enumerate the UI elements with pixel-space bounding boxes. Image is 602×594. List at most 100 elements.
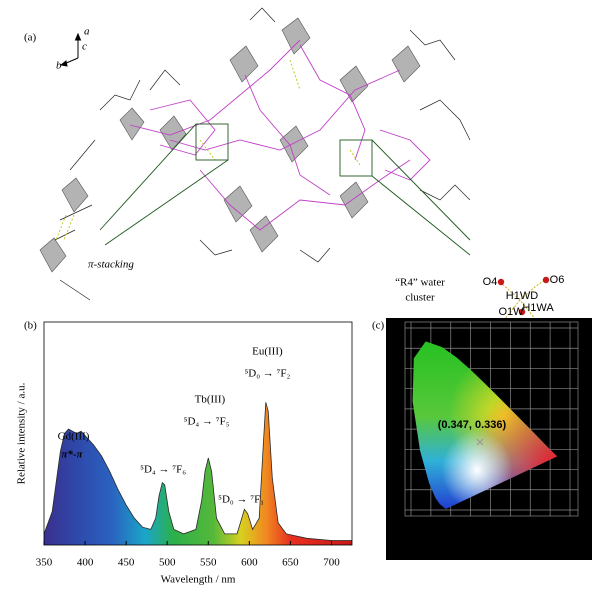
zoom-box <box>339 139 373 177</box>
x-tick-label: 650 <box>282 557 299 569</box>
ligand <box>169 69 401 151</box>
y-tick-label: 0.2 <box>386 463 401 475</box>
panel-label: (a) <box>24 32 37 44</box>
ligand <box>419 184 471 201</box>
x-tick-label: 450 <box>118 557 135 569</box>
oxygen-atom <box>497 278 505 286</box>
pi-contact <box>349 149 361 166</box>
x-tick-label: 0.5 <box>503 521 518 533</box>
polyhedron <box>249 215 279 253</box>
annotation: ⁵D₀ → ⁷F₂ <box>244 368 290 380</box>
atom-label: O1W <box>498 306 524 318</box>
x-tick-label: 500 <box>159 557 176 569</box>
cie-chart: (c) 0.0 0.1 0.2 0.3 0.4 0.5 0.6 0.7 0.8 0.0 0.1 0.2 0… <box>372 320 578 533</box>
polyhedron <box>279 125 309 163</box>
pi-contact <box>199 139 216 161</box>
x-axis-label: Wavelength / nm <box>161 574 236 586</box>
value-label: (0.347, 0.336) <box>438 419 507 431</box>
x-tick-label: 0.6 <box>523 521 538 533</box>
x-tick-label: 0.0 <box>403 521 418 533</box>
polyhedron <box>61 177 89 213</box>
atom-label: O6 <box>550 274 565 286</box>
annotation: Gd(III) <box>58 431 90 443</box>
x-tick-label: 0.4 <box>483 521 498 533</box>
spectrum-chart: (b) 350 400 450 500 550 600 650 700 Wavelength / … <box>16 320 353 586</box>
axis-letter: a <box>84 26 90 38</box>
oxygen-atom <box>518 308 526 316</box>
annotation: ⁵D₄ → ⁷F₅ <box>184 416 230 428</box>
polyhedron <box>391 45 421 83</box>
crystal-structure <box>39 7 471 301</box>
inset-caption: cluster <box>405 292 435 304</box>
annotation: π*-π <box>61 449 83 461</box>
atom-label: H1WA <box>522 302 554 314</box>
pi-contact <box>63 214 75 241</box>
y-tick-label: 0.6 <box>386 383 401 395</box>
y-tick-label: 0.5 <box>386 403 401 415</box>
y-tick-label: 0.8 <box>386 342 401 354</box>
zoom-line <box>99 123 197 231</box>
x-tick-label: 0.3 <box>463 521 478 533</box>
x-tick-label: 0.2 <box>443 521 458 533</box>
pi-contact <box>289 59 301 91</box>
arrow-head <box>74 32 82 41</box>
ligand <box>249 7 276 23</box>
axis-letter: c <box>82 41 87 53</box>
y-tick-label: 0.9 <box>386 322 401 334</box>
polyhedron <box>39 237 67 273</box>
zoom-line <box>104 159 229 246</box>
ligand <box>59 204 93 221</box>
annotation: ⁵D₀ → ⁷F₁ <box>218 494 264 506</box>
grid-frame <box>404 321 579 517</box>
ligand <box>244 74 331 196</box>
x-tick-label: 350 <box>36 557 53 569</box>
spectrum-area <box>44 402 352 545</box>
ligand <box>199 239 233 256</box>
ligand <box>59 279 91 301</box>
ligand <box>299 247 331 263</box>
atom-label: O4 <box>483 276 498 288</box>
polyhedron <box>229 45 259 83</box>
ligand <box>129 39 301 136</box>
x-tick-label: 0.8 <box>562 521 577 533</box>
chromaticity-point <box>476 438 484 446</box>
ligand <box>54 229 76 241</box>
ligand <box>379 129 431 181</box>
y-tick-label: 0.0 <box>386 504 401 516</box>
x-tick-label: 700 <box>323 557 340 569</box>
zoom-box <box>195 123 229 161</box>
y-axis-label: Relative intensity / a.u. <box>16 382 28 484</box>
annotation: Eu(III) <box>252 346 283 358</box>
axis-letter: b <box>56 60 62 72</box>
atom-label: H1WD <box>506 290 538 302</box>
ligand <box>69 139 96 171</box>
ligand <box>299 44 366 161</box>
inset-caption: π-stacking <box>88 259 134 271</box>
polyhedron <box>223 185 253 223</box>
x-tick-label: 0.1 <box>423 521 438 533</box>
inset-caption: “R4” water <box>395 277 445 289</box>
spectrum-line <box>43 402 352 541</box>
annotation: ⁵D₄ → ⁷F₆ <box>140 464 186 476</box>
oxygen-atom <box>542 276 550 284</box>
polyhedron <box>339 65 369 103</box>
axes-indicator <box>59 32 82 67</box>
y-tick-label: 0.1 <box>386 484 401 496</box>
y-tick-label: 0.7 <box>386 362 401 374</box>
arrow-head <box>59 60 68 67</box>
panel-label: (b) <box>24 320 37 332</box>
polyhedron <box>119 107 145 141</box>
annotation: Tb(III) <box>195 394 226 406</box>
h-bond <box>499 279 546 301</box>
ligand <box>99 79 141 111</box>
ligand <box>149 69 181 91</box>
zoom-line <box>371 175 471 256</box>
pi-contact <box>55 214 67 241</box>
y-tick-label: 0.3 <box>386 443 401 455</box>
panel-label: (c) <box>372 320 385 332</box>
zoom-line <box>371 139 471 241</box>
plot-frame <box>43 321 353 546</box>
x-tick-label: 600 <box>241 557 258 569</box>
